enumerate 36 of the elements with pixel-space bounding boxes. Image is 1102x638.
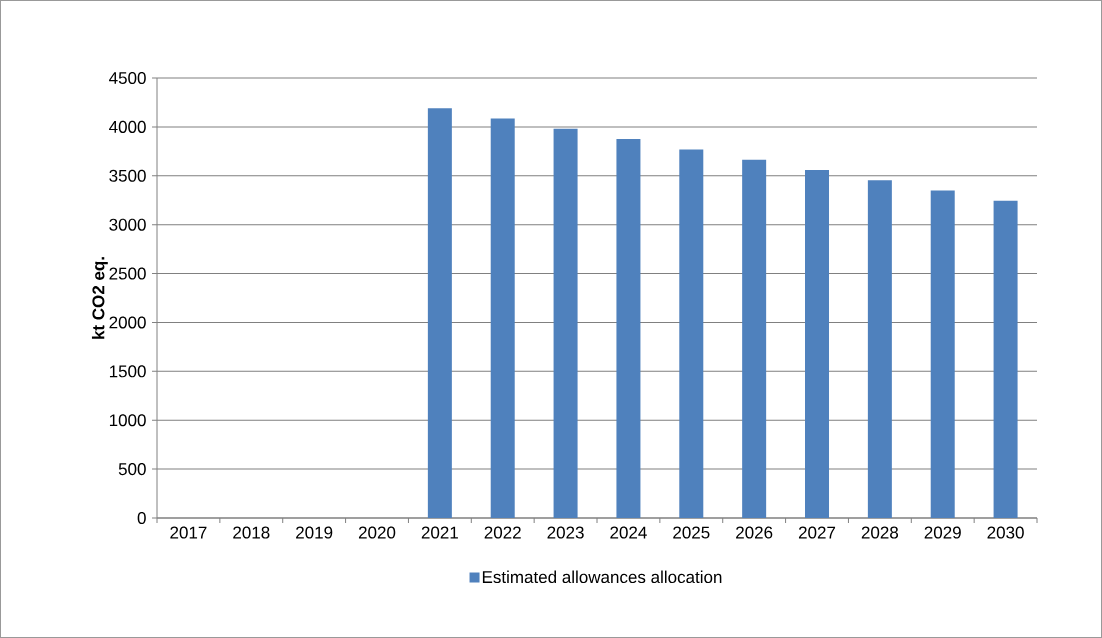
bar xyxy=(742,159,767,518)
y-tick-label: 4000 xyxy=(109,120,146,133)
x-tick-label: 2024 xyxy=(610,526,647,539)
x-tick-label: 2017 xyxy=(170,526,207,539)
y-tick-label: 500 xyxy=(118,463,146,476)
bar xyxy=(867,180,892,518)
y-tick-label: 1000 xyxy=(109,414,146,427)
y-tick-label: 3000 xyxy=(109,218,146,231)
x-tick-label: 2020 xyxy=(358,526,396,539)
y-tick-label: 2500 xyxy=(109,267,146,280)
x-tick-label: 2027 xyxy=(798,526,836,539)
bar xyxy=(553,128,578,518)
bar xyxy=(490,118,515,518)
x-tick-label: 2028 xyxy=(861,526,899,539)
x-tick-label: 2019 xyxy=(296,526,333,539)
x-tick-label: 2023 xyxy=(547,526,584,539)
y-tick-label: 4500 xyxy=(109,71,146,85)
bar xyxy=(427,108,452,518)
x-tick-label: 2029 xyxy=(924,526,961,539)
bar xyxy=(616,139,641,518)
bar xyxy=(679,149,704,518)
y-axis-title: kt CO2 eq. xyxy=(91,257,108,339)
bar xyxy=(805,169,830,518)
x-tick-label: 2018 xyxy=(233,526,270,539)
y-tick-label: 1500 xyxy=(109,365,146,378)
y-tick-label: 2000 xyxy=(109,316,146,329)
y-tick-label: 3500 xyxy=(109,169,146,182)
x-tick-label: 2022 xyxy=(484,526,521,539)
bar xyxy=(930,190,955,518)
x-tick-label: 2021 xyxy=(421,526,458,539)
x-tick-label: 2025 xyxy=(673,526,710,539)
x-tick-label: 2030 xyxy=(987,526,1024,539)
y-tick-label: 0 xyxy=(137,511,146,525)
legend-label: Estimated allowances allocation xyxy=(482,570,722,584)
x-tick-label: 2026 xyxy=(736,526,773,539)
bar xyxy=(993,200,1018,518)
